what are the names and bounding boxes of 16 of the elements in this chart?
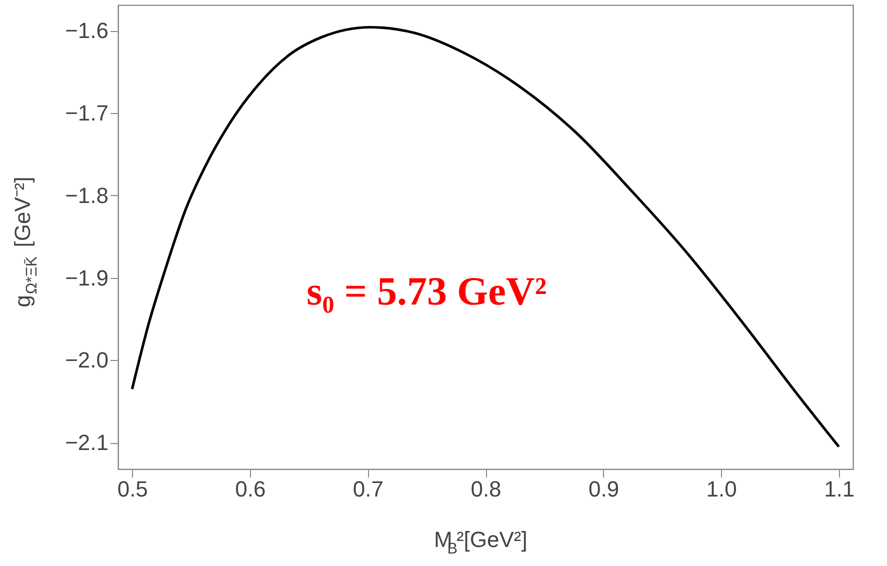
- annotation: s₀ = 5.73 GeV²: [306, 268, 547, 314]
- x-tick-label: 0.7: [352, 476, 384, 502]
- x-tick-label: 1.1: [824, 476, 855, 502]
- x-tick-label: 0.9: [588, 476, 620, 502]
- line-series: [130, 26, 840, 448]
- y-tick-label: −2.0: [65, 348, 108, 373]
- y-tick-label: −1.8: [65, 182, 108, 208]
- x-tick-label: 0.6: [235, 476, 266, 502]
- y-axis-title: gΩ*ΞK̄ [GeV⁻²]: [10, 176, 41, 308]
- y-tick-label: −2.1: [65, 430, 108, 456]
- y-tick-label: −1.7: [65, 100, 108, 126]
- x-tick-label: 1.0: [706, 476, 737, 502]
- x-tick-label: 0.8: [470, 476, 502, 502]
- x-tick-label: 0.5: [117, 476, 148, 502]
- y-tick-label: −1.9: [65, 265, 108, 290]
- y-tick-label: −1.6: [65, 18, 108, 44]
